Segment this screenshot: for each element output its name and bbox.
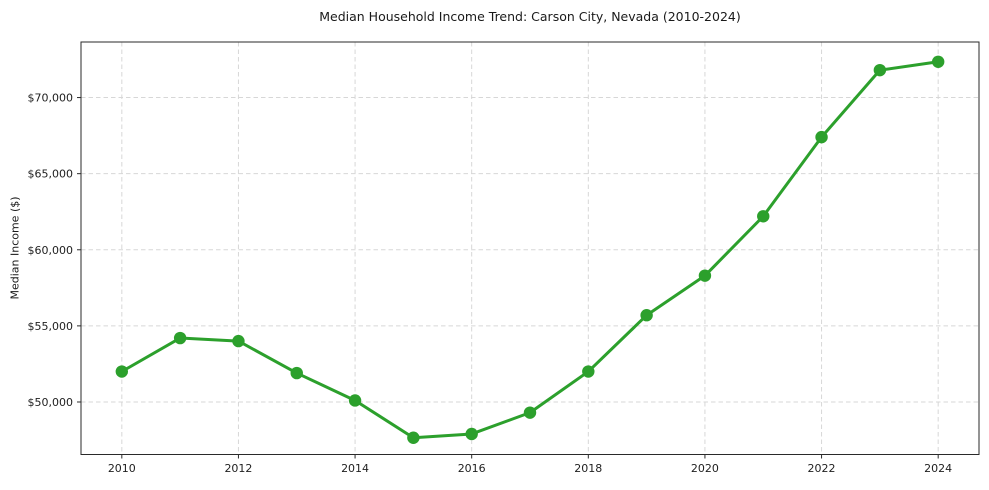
data-point-2015: [407, 431, 420, 444]
x-tick-label: 2012: [224, 462, 252, 475]
trend-line: [120, 60, 940, 440]
x-tick-label: 2018: [574, 462, 602, 475]
data-point-2010: [115, 365, 129, 378]
data-point-2020: [698, 269, 712, 282]
y-tick-label: $55,000: [28, 320, 74, 333]
data-point-2023: [873, 63, 887, 77]
data-point-2024: [931, 55, 945, 68]
y-tick-label: $70,000: [28, 92, 74, 105]
data-point-2013: [290, 366, 303, 380]
x-tick-label: 2020: [691, 462, 719, 475]
chart-title: Median Household Income Trend: Carson Ci…: [319, 9, 741, 24]
x-tick-label: 2024: [924, 462, 952, 475]
x-tick-label: 2022: [808, 462, 836, 475]
y-tick-label: $50,000: [28, 396, 74, 409]
plot-border: [80, 41, 980, 455]
data-point-2011: [173, 331, 187, 345]
y-tick-label: $65,000: [28, 168, 74, 181]
x-tick-label: 2014: [341, 462, 369, 475]
data-point-2012: [232, 334, 245, 348]
data-point-2016: [465, 427, 478, 441]
data-point-2018: [582, 365, 595, 378]
data-point-2021: [757, 210, 770, 223]
data-point-2017: [523, 406, 537, 419]
data-point-2019: [640, 309, 653, 322]
data-point-2014: [348, 394, 362, 407]
y-tick-label: $60,000: [28, 244, 74, 257]
data-point-2022: [815, 130, 828, 144]
x-tick-label: 2016: [458, 462, 486, 475]
x-tick-label: 2010: [108, 462, 136, 475]
